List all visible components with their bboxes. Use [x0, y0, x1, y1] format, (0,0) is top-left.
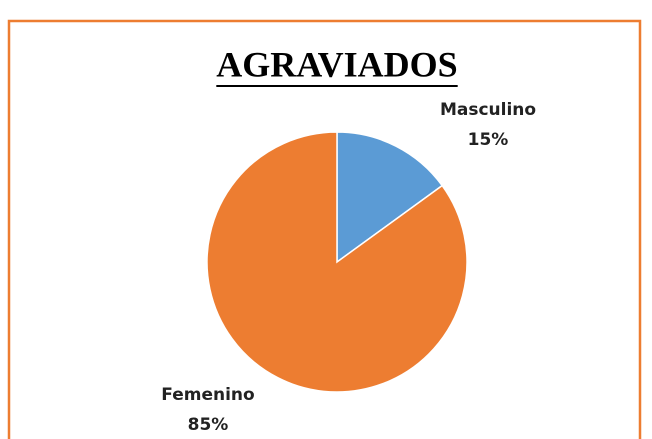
slice-category-label: Masculino: [440, 100, 536, 120]
pie-slice: [336, 131, 444, 264]
chart-frame: [7, 19, 642, 439]
pie-slice: [206, 131, 468, 393]
slice-value-label: 85%: [188, 415, 229, 435]
slice-value-label: 15%: [468, 130, 509, 150]
chart-title: AGRAVIADOS: [216, 44, 457, 84]
slice-category-label: Femenino: [161, 385, 254, 405]
